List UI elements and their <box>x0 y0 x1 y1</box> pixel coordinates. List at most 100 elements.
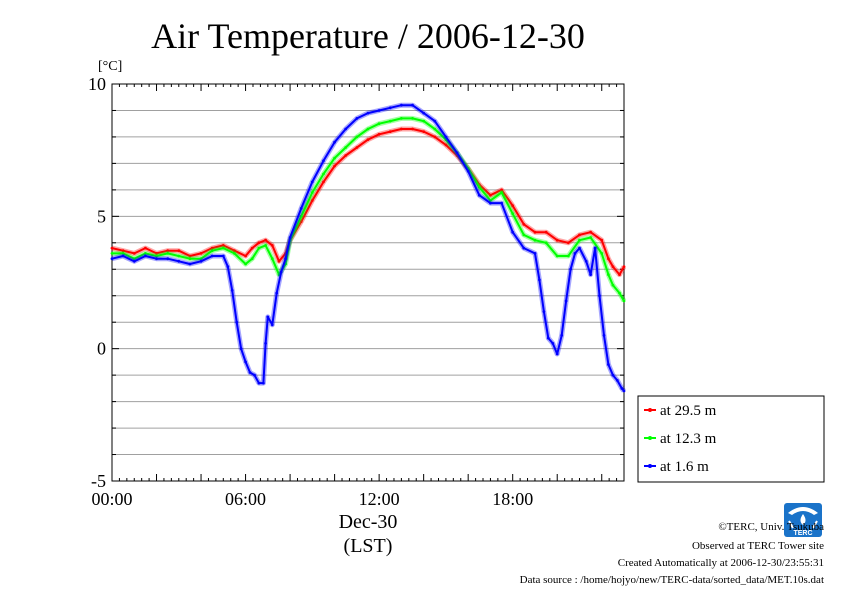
x-tick-label: 18:00 <box>492 489 533 509</box>
data-point <box>333 156 336 160</box>
data-point <box>235 320 239 324</box>
data-point <box>221 254 225 258</box>
data-point <box>602 334 606 337</box>
data-point <box>299 214 303 218</box>
data-point <box>264 238 267 242</box>
data-point <box>600 252 604 255</box>
data-point <box>377 132 381 136</box>
data-point <box>233 249 236 253</box>
data-point <box>444 143 448 147</box>
series-line <box>112 117 625 302</box>
data-point <box>210 254 214 258</box>
data-point <box>188 254 192 258</box>
legend-marker <box>648 408 652 412</box>
data-point <box>566 254 570 258</box>
y-tick-label: 0 <box>97 339 106 359</box>
data-point <box>262 381 265 385</box>
data-point <box>166 249 170 253</box>
data-point <box>611 265 615 268</box>
data-point <box>366 111 370 115</box>
gridlines <box>112 109 624 456</box>
series-line-halo <box>112 115 627 303</box>
data-point <box>253 373 256 377</box>
data-point <box>177 249 181 253</box>
legend-box <box>637 395 825 483</box>
data-point <box>377 109 381 112</box>
series-line-halo <box>111 102 626 393</box>
data-point <box>210 249 214 253</box>
chart-title: Air Temperature / 2006-12-30 <box>151 16 585 56</box>
data-point <box>500 201 503 205</box>
data-point <box>600 238 604 242</box>
legend-label: at 1.6 m <box>660 459 709 475</box>
plot-frame <box>111 83 625 482</box>
data-point <box>455 151 459 155</box>
data-point <box>144 246 147 250</box>
data-point <box>333 140 336 144</box>
data-point <box>248 371 252 374</box>
credit-copyright: ©TERC, Univ. Tsukuba <box>718 521 824 533</box>
data-point <box>589 236 592 239</box>
data-point <box>333 164 336 168</box>
data-point <box>388 106 392 110</box>
data-point <box>270 244 274 247</box>
data-point <box>544 241 548 245</box>
data-point <box>155 252 158 255</box>
data-point <box>607 363 610 366</box>
data-point <box>121 254 125 258</box>
data-point <box>564 299 568 303</box>
credit-observed: Observed at TERC Tower site <box>692 540 824 552</box>
data-point <box>355 146 359 149</box>
y-tick-label: 10 <box>88 74 106 94</box>
data-point <box>144 252 147 255</box>
data-point <box>322 172 325 176</box>
data-point <box>188 257 192 261</box>
legend-marker <box>648 436 652 440</box>
data-point <box>589 230 592 234</box>
data-point <box>388 119 392 123</box>
data-point <box>144 254 147 258</box>
data-point <box>210 246 214 250</box>
data-point <box>288 236 292 239</box>
data-point <box>555 352 559 356</box>
data-point <box>355 117 359 120</box>
series-line <box>111 104 625 392</box>
data-point <box>250 257 254 261</box>
data-point <box>132 259 136 263</box>
data-point <box>264 244 267 247</box>
data-point <box>622 265 626 268</box>
data-point <box>522 233 526 237</box>
data-point <box>400 127 403 131</box>
data-point <box>257 246 261 250</box>
data-point <box>618 273 621 276</box>
data-point <box>199 257 203 261</box>
logo-drop-icon <box>800 514 806 525</box>
data-point <box>110 257 114 261</box>
data-point <box>618 291 621 295</box>
data-point <box>299 220 303 224</box>
data-point <box>566 241 570 245</box>
data-point <box>500 188 503 192</box>
legend-marker <box>648 464 652 468</box>
data-point <box>199 259 203 263</box>
data-point <box>366 138 370 142</box>
data-point <box>546 336 550 340</box>
data-point <box>489 199 492 202</box>
data-point <box>322 180 325 184</box>
data-point <box>533 252 537 255</box>
data-point <box>284 257 287 261</box>
credit-source: Data source : /home/hojyo/new/TERC-data/… <box>520 574 824 586</box>
data-point <box>538 278 541 282</box>
x-axis-title: (LST) <box>344 535 393 557</box>
data-point <box>560 334 564 337</box>
data-point <box>264 342 267 345</box>
x-date-label: Dec-30 <box>339 511 398 533</box>
data-point <box>244 262 248 266</box>
data-point <box>322 159 325 163</box>
data-point <box>569 267 572 271</box>
data-point <box>622 299 626 303</box>
data-point <box>433 119 437 123</box>
data-point <box>622 389 626 393</box>
data-point <box>244 254 248 258</box>
legend-label: at 29.5 m <box>660 403 717 419</box>
